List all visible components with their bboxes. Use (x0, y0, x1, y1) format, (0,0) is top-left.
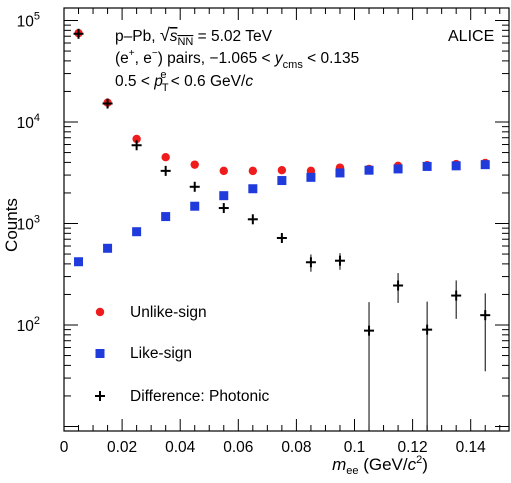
experiment-label: ALICE (448, 28, 494, 45)
series-difference-photonic (73, 28, 491, 431)
like-sign-point (306, 172, 316, 182)
unlike-sign-point (219, 166, 228, 176)
like-sign-point (451, 161, 461, 171)
x-tick-label: 0.12 (398, 439, 428, 456)
like-sign-point (248, 184, 258, 194)
plot-frame (63, 7, 510, 432)
y-tick-label: 102 (17, 315, 40, 335)
y-tick-label: 105 (17, 11, 40, 31)
legend-label-like-sign: Like-sign (130, 345, 192, 362)
legend-marker-unlike-sign (95, 307, 105, 317)
like-sign-point (277, 176, 287, 186)
like-sign-point (190, 201, 200, 211)
unlike-sign-point (248, 166, 258, 176)
like-sign-point (74, 257, 84, 267)
like-sign-point (219, 191, 229, 201)
like-sign-point (132, 227, 142, 237)
legend-marker-photonic (95, 391, 105, 401)
data-points (73, 28, 491, 431)
legend: Unlike-sign Like-sign Difference: Photon… (95, 304, 270, 405)
annotation-line-2: (e+, e−) pairs, −1.065 < ycms < 0.135 (115, 48, 359, 71)
x-tick-label: 0.1 (344, 439, 366, 456)
y-axis-title: Counts (2, 198, 21, 252)
like-sign-point (393, 164, 403, 174)
unlike-sign-point (277, 166, 287, 175)
unlike-sign-point (161, 152, 170, 162)
like-sign-point (364, 165, 374, 175)
x-tick-label: 0.06 (223, 439, 253, 456)
x-axis-title: mee (GeV/c2) (332, 454, 428, 477)
series-like-sign (74, 160, 490, 267)
x-tick-label: 0.04 (165, 439, 196, 456)
x-tick-label: 0.08 (281, 439, 311, 456)
x-tick-label: 0.14 (456, 439, 487, 456)
like-sign-point (422, 161, 432, 171)
plot-axes: 0 0.02 0.04 0.06 0.08 0.1 0.12 0.14 102 103 104 105 (17, 7, 510, 456)
annotation-line-1: p–Pb, √sNN = 5.02 TeV (115, 25, 273, 48)
annotation-line-3: 0.5 < pTe < 0.6 GeV/c (115, 69, 253, 94)
like-sign-point (161, 212, 171, 222)
unlike-sign-point (132, 134, 141, 144)
like-sign-point (103, 243, 113, 253)
x-tick-label: 0.02 (107, 439, 137, 456)
x-tick-label: 0 (60, 439, 69, 456)
legend-marker-like-sign (95, 349, 105, 358)
legend-label-unlike-sign: Unlike-sign (130, 304, 207, 321)
y-tick-label: 103 (17, 214, 40, 234)
y-tick-label: 104 (17, 112, 40, 132)
like-sign-point (335, 168, 345, 178)
like-sign-point (480, 160, 490, 170)
legend-label-photonic: Difference: Photonic (130, 388, 270, 405)
unlike-sign-point (190, 160, 199, 169)
annotation-block: p–Pb, √sNN = 5.02 TeV (e+, e−) pairs, −1… (115, 25, 359, 94)
